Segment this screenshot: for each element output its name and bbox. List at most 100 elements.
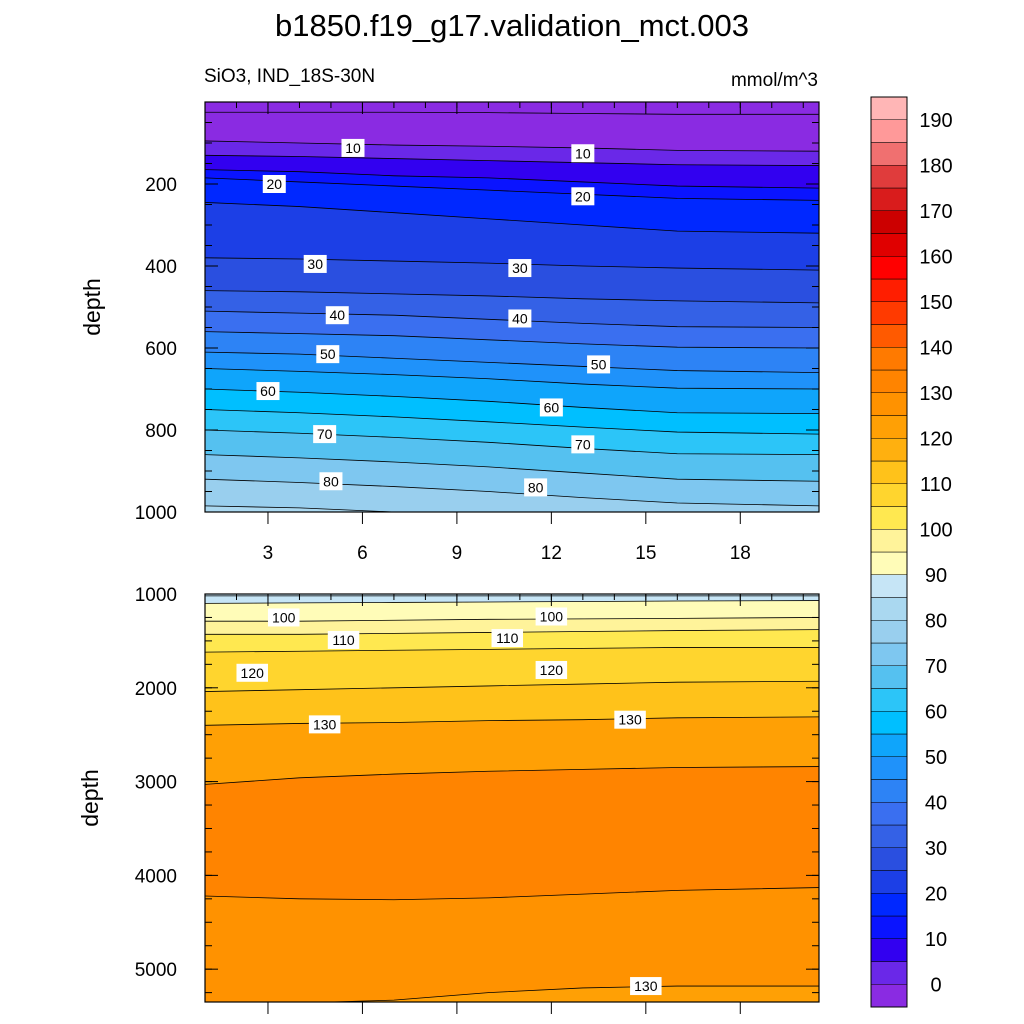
colorbar-swatch-4 [870,893,908,917]
upper-contour-label-6: 40 [325,306,349,325]
colorbar-swatch-32 [870,256,908,280]
lower-y-tick-label-2000: 2000 [135,679,177,700]
lower-contour-line-115 [205,680,819,692]
colorbar-label-120: 120 [919,428,952,450]
colorbar-label-100: 100 [919,519,952,541]
svg-text:40: 40 [512,310,528,326]
upper-contour-line-0 [205,111,819,115]
upper-band-10 [205,352,819,389]
upper-contour-label-11: 60 [539,398,563,417]
upper-contour-label-5: 30 [508,259,532,278]
colorbar-swatch-0 [870,984,908,1008]
lower-contour-label-8: 130 [630,977,662,996]
svg-text:130: 130 [618,712,642,728]
colorbar-swatch-35 [870,187,908,211]
lower-band-7 [205,766,819,900]
colorbar-swatch-36 [870,165,908,189]
svg-text:130: 130 [313,716,337,732]
lower-contour-label-7: 130 [614,710,646,729]
upper-y-tick-label-1000: 1000 [135,503,177,524]
lower-band-9 [330,986,819,1002]
upper-contour-line-5 [205,140,819,152]
upper-band-3 [205,169,819,201]
colorbar-label-30: 30 [925,838,947,860]
colorbar-label-130: 130 [919,383,952,405]
upper-contour-label-3: 20 [571,187,595,206]
upper-contour-label-1: 10 [571,144,595,163]
upper-band-5 [205,202,819,271]
colorbar-swatch-31 [870,278,908,302]
colorbar-swatch-12 [870,711,908,735]
svg-text:30: 30 [512,260,528,276]
lower-y-tick-label-1000: 1000 [135,585,177,606]
svg-text:10: 10 [575,145,591,161]
figure-title: b1850.f19_g17.validation_mct.003 [275,8,749,43]
upper-contour-label-7: 40 [508,309,532,328]
upper-band-17 [205,505,394,512]
upper-band-11 [205,368,819,414]
upper-band-8 [205,311,819,348]
upper-x-tick-label-9: 9 [452,543,463,564]
upper-panel: 10 10 20 20 30 30 40 40 50 50 60 60 70 70 80 80 200 400 60… [79,101,820,564]
lower-band-8 [205,887,819,1002]
colorbar-swatch-22 [870,483,908,507]
units-label: mmol/m^3 [731,70,818,91]
variable-region-label: SiO3, IND_18S-30N [204,66,375,87]
upper-contour-line-30 [205,257,819,271]
lower-contour-line-105 [205,629,819,635]
colorbar-swatch-9 [870,779,908,803]
svg-text:80: 80 [323,473,339,489]
upper-contour-label-10: 60 [256,382,280,401]
colorbar-label-190: 190 [919,110,952,132]
lower-contour-line-120 [205,716,819,726]
lower-contour-label-6: 130 [308,715,341,734]
colorbar-label-50: 50 [925,747,947,769]
upper-y-tick-label-400: 400 [145,257,177,278]
colorbar-swatch-11 [870,733,908,757]
colorbar-label-0: 0 [930,974,941,996]
svg-text:60: 60 [260,383,276,399]
colorbar-swatch-14 [870,665,908,689]
colorbar-swatch-30 [870,301,908,325]
colorbar-label-70: 70 [925,656,947,678]
lower-contour-line-135 [205,887,819,901]
lower-contour-label-4: 120 [236,663,268,682]
colorbar-swatch-37 [870,142,908,166]
upper-x-tick-label-18: 18 [730,543,751,564]
upper-contour-label-14: 80 [319,472,343,491]
colorbar: 0 10 20 30 40 50 60 70 80 90 100 110 120 130 140 150 160… [870,96,953,1008]
upper-x-tick-label-3: 3 [263,543,274,564]
upper-band-4 [205,177,819,234]
colorbar-label-150: 150 [919,292,952,314]
upper-contour-line-45 [205,331,819,349]
colorbar-label-60: 60 [925,701,947,723]
colorbar-swatch-13 [870,688,908,712]
lower-contour-line-130 [205,766,819,785]
colorbar-swatch-3 [870,915,908,939]
svg-text:40: 40 [329,307,345,323]
upper-x-tick-label-15: 15 [635,543,656,564]
colorbar-swatch-2 [870,938,908,962]
colorbar-swatch-33 [870,233,908,257]
upper-contour-line-15 [205,169,819,189]
colorbar-label-180: 180 [919,155,952,177]
colorbar-swatch-18 [870,574,908,598]
upper-band-12 [205,389,819,435]
svg-text:110: 110 [496,630,519,646]
svg-text:20: 20 [266,176,282,192]
upper-contour-label-13: 70 [571,435,595,454]
colorbar-swatch-21 [870,506,908,530]
svg-text:120: 120 [241,665,265,681]
lower-panel: 100 100 110 110 120 120 130 130 130 1000 2000 3000 4… [77,585,820,1014]
colorbar-swatch-5 [870,870,908,894]
colorbar-swatch-28 [870,347,908,371]
lower-band-1 [205,600,819,622]
lower-y-tick-label-3000: 3000 [135,773,177,794]
colorbar-label-160: 160 [919,246,952,268]
lower-contour-label-2: 110 [327,630,360,649]
svg-text:100: 100 [540,609,564,625]
lower-contour-label-0: 100 [267,608,300,627]
upper-contour-label-2: 20 [262,175,286,193]
lower-band-4 [205,647,819,692]
svg-text:100: 100 [272,609,296,625]
